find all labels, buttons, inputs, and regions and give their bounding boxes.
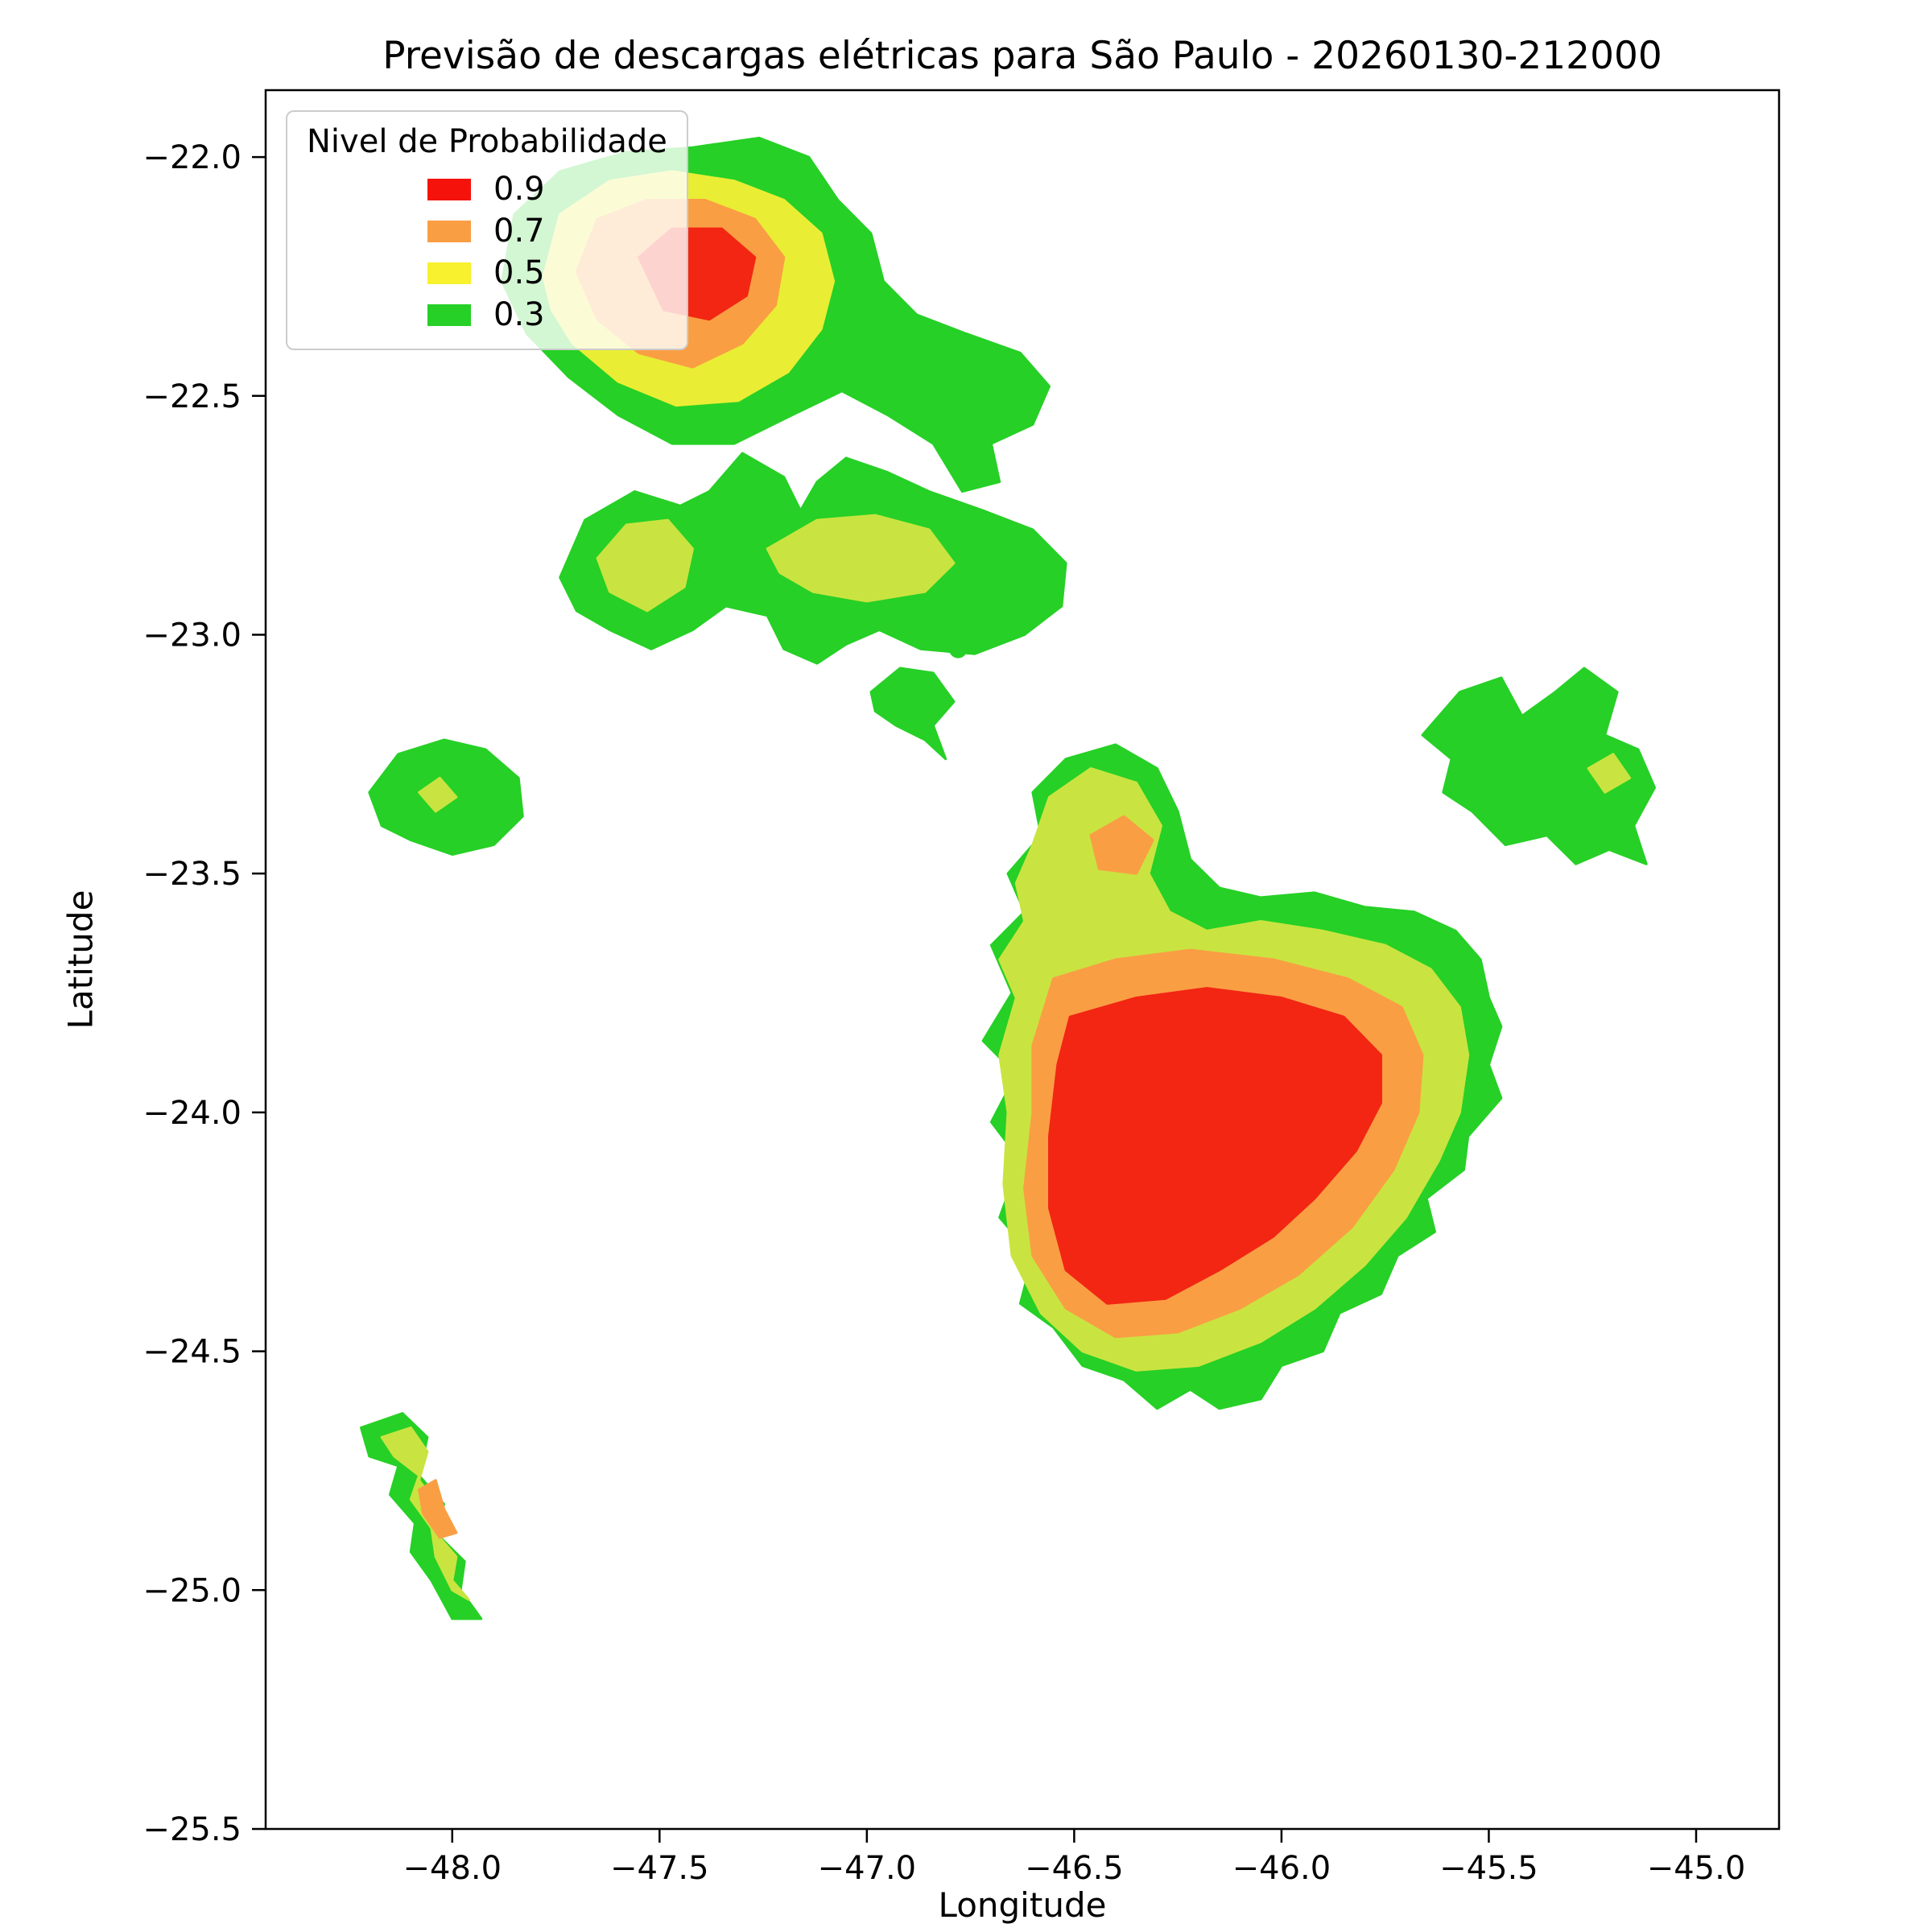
legend-entries: 0.9 0.7 0.5 0.3 bbox=[307, 168, 667, 336]
x-tick-label: −45.0 bbox=[1647, 1850, 1746, 1887]
y-tick-label: −22.5 bbox=[142, 378, 242, 415]
x-axis-label: Longitude bbox=[938, 1885, 1107, 1925]
x-tick-label: −46.0 bbox=[1232, 1850, 1331, 1887]
region-west-band-inner-west bbox=[596, 518, 694, 613]
y-axis-label: Latitude bbox=[60, 890, 101, 1030]
legend-swatch-0.9 bbox=[427, 178, 471, 200]
y-tick-label: −24.5 bbox=[142, 1334, 242, 1371]
legend-entry: 0.7 bbox=[427, 210, 667, 252]
legend-title: Nivel de Probabilidade bbox=[307, 123, 667, 160]
legend-entry-label: 0.5 bbox=[493, 254, 545, 291]
x-tick-label: −46.5 bbox=[1025, 1850, 1124, 1887]
legend-entry-label: 0.3 bbox=[493, 296, 545, 333]
legend-swatch-0.7 bbox=[427, 220, 471, 242]
y-tick-label: −23.0 bbox=[142, 617, 242, 654]
legend-swatch-0.5 bbox=[427, 262, 471, 284]
x-tick-label: −48.0 bbox=[402, 1850, 502, 1887]
legend: Nivel de Probabilidade 0.9 0.7 0.5 0.3 bbox=[286, 110, 688, 350]
y-tick-label: −22.0 bbox=[142, 139, 242, 176]
x-tick-label: −47.5 bbox=[610, 1850, 709, 1887]
y-tick-label: −25.5 bbox=[142, 1811, 242, 1848]
legend-entry: 0.3 bbox=[427, 294, 667, 336]
region-west-cell-inner bbox=[418, 777, 458, 813]
region-center-small-dot bbox=[948, 640, 968, 658]
legend-entry: 0.5 bbox=[427, 252, 667, 294]
y-tick-label: −24.0 bbox=[142, 1095, 242, 1132]
region-center-small-cell bbox=[869, 667, 956, 761]
chart-title: Previsão de descargas elétricas para São… bbox=[382, 34, 1662, 78]
y-tick-label: −23.5 bbox=[142, 856, 242, 893]
region-main-storm-arm-spot bbox=[1089, 815, 1154, 875]
x-tick-label: −47.0 bbox=[818, 1850, 917, 1887]
region-east-cell-inner bbox=[1587, 753, 1632, 794]
axes-frame bbox=[264, 89, 1781, 1831]
legend-entry-label: 0.7 bbox=[493, 213, 545, 250]
x-tick-label: −45.5 bbox=[1439, 1850, 1538, 1887]
region-west-band-inner-east bbox=[766, 514, 956, 603]
legend-entry-label: 0.9 bbox=[493, 171, 545, 208]
y-tick-label: −25.0 bbox=[142, 1572, 242, 1609]
region-east-cell-outer bbox=[1421, 667, 1656, 865]
region-main-storm-core bbox=[1048, 987, 1382, 1305]
legend-swatch-0.3 bbox=[427, 303, 471, 326]
legend-entry: 0.9 bbox=[427, 168, 667, 210]
region-south-streak-high bbox=[418, 1479, 458, 1539]
